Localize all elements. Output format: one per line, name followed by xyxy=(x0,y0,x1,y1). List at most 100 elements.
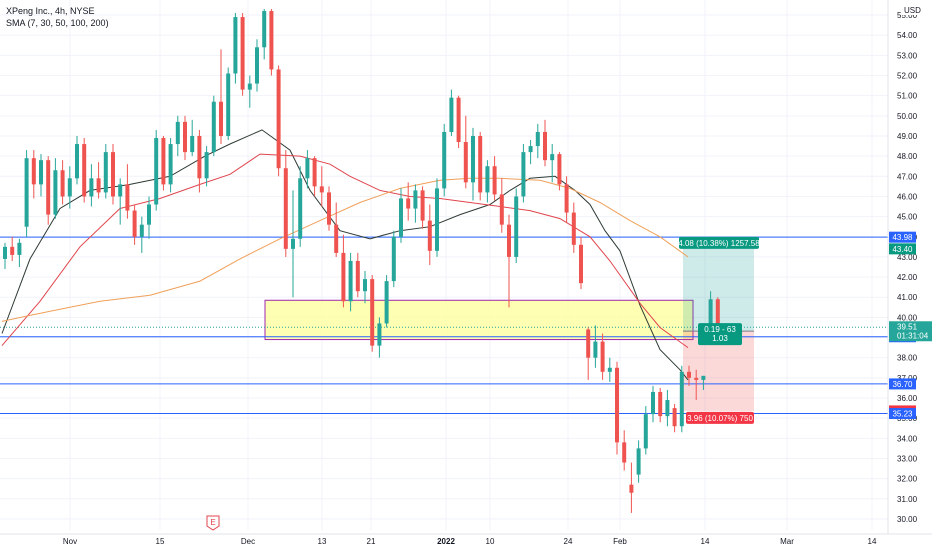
time-axis[interactable]: Nov 15 Dec 13 21 2022 10 24 Feb 14 Mar 14 xyxy=(0,533,932,550)
candle-body xyxy=(161,138,166,185)
time-tick: 21 xyxy=(367,537,376,546)
price-tick: 40.00 xyxy=(897,313,918,322)
candle-body xyxy=(528,146,533,153)
candle-body xyxy=(715,299,720,326)
candle xyxy=(31,150,36,199)
candle xyxy=(442,123,447,197)
price-tick: 43.00 xyxy=(897,253,918,262)
candle xyxy=(370,275,375,352)
candle-body xyxy=(82,144,87,197)
candle xyxy=(255,39,259,92)
price-badge-bg xyxy=(889,243,916,255)
sma-lines xyxy=(1,129,689,381)
candle-body xyxy=(355,260,360,292)
candle-body xyxy=(204,152,209,179)
candle xyxy=(615,361,619,455)
candle xyxy=(168,138,173,193)
candle xyxy=(665,389,670,427)
support-zone[interactable] xyxy=(264,299,694,341)
candle-body xyxy=(39,160,43,185)
time-tick: 14 xyxy=(868,537,877,546)
candle xyxy=(89,164,94,207)
price-axis-bg xyxy=(888,0,932,534)
earnings-marker[interactable]: E xyxy=(206,515,220,531)
last-price-value: 39.51 xyxy=(897,322,918,331)
candle xyxy=(528,140,533,165)
price-tick: 50.00 xyxy=(897,112,918,121)
price-badge: 35.23 xyxy=(892,410,913,419)
symbol-title[interactable]: XPeng Inc., 4h, NYSE xyxy=(6,6,95,16)
candle-body xyxy=(111,152,115,197)
candle xyxy=(406,182,411,221)
price-badge-bg xyxy=(889,408,916,420)
candle xyxy=(672,404,677,433)
candle xyxy=(701,375,706,390)
position-labels: 4.08 (10.38%) 1257.58 0.19 - 631.03 3.96 (… xyxy=(678,236,760,424)
time-tick: 14 xyxy=(701,537,710,546)
candle-body xyxy=(658,391,663,417)
candle-body xyxy=(75,144,79,179)
candle xyxy=(658,387,663,423)
time-tick: 10 xyxy=(486,537,495,546)
price-badge: 36.70 xyxy=(892,380,913,389)
candle-body xyxy=(175,121,180,145)
candle xyxy=(103,144,108,199)
candle xyxy=(139,216,144,253)
candle xyxy=(334,202,339,257)
time-tick: Mar xyxy=(780,537,794,546)
candle xyxy=(348,252,353,312)
candle xyxy=(543,119,547,167)
candle xyxy=(456,95,461,149)
price-tick: 45.00 xyxy=(897,213,918,222)
candle-body xyxy=(147,204,151,225)
currency-label[interactable]: USD xyxy=(902,6,923,15)
candle-body xyxy=(319,186,324,193)
candle xyxy=(39,154,43,197)
candle-body xyxy=(665,400,670,417)
time-tick: Feb xyxy=(613,537,627,546)
candle-body xyxy=(399,198,403,237)
candle-body xyxy=(255,47,259,84)
entry-label-2: 1.03 xyxy=(712,334,728,343)
candle xyxy=(384,275,389,328)
candle-body xyxy=(643,414,648,449)
candle xyxy=(557,152,562,191)
candle-body xyxy=(283,168,288,249)
candle-body xyxy=(363,279,367,292)
candle xyxy=(283,150,288,257)
candle-body xyxy=(46,160,51,215)
candle-body xyxy=(60,170,65,197)
indicator-label[interactable]: SMA (7, 30, 50, 100, 200) xyxy=(6,18,109,28)
price-tick: 31.00 xyxy=(897,495,918,504)
price-tick: 30.00 xyxy=(897,515,918,524)
candle xyxy=(10,236,15,261)
candle xyxy=(190,119,195,157)
price-tick: 55.00 xyxy=(897,11,918,20)
candle-body xyxy=(298,178,303,239)
candle-body xyxy=(708,299,713,332)
candle-body xyxy=(499,194,504,225)
candle-body xyxy=(521,152,526,197)
candle-body xyxy=(348,260,353,302)
candle-body xyxy=(607,367,612,372)
price-tick: 32.00 xyxy=(897,475,918,484)
candle-body xyxy=(118,184,123,197)
candle-body xyxy=(312,158,317,187)
candle-body xyxy=(3,246,7,259)
candle xyxy=(197,129,202,193)
candle-body xyxy=(485,166,490,193)
candle-body xyxy=(341,252,346,302)
candle-body xyxy=(478,135,483,193)
candle-body xyxy=(384,281,389,324)
candle xyxy=(579,236,583,290)
candle-body xyxy=(197,135,202,179)
last-price-badge-bg xyxy=(889,321,932,342)
price-axis[interactable]: 55.00 54.00 53.00 52.00 51.00 50.00 49.00 48.00… xyxy=(887,0,932,534)
candle xyxy=(492,156,497,201)
candle xyxy=(679,365,684,433)
candle-body xyxy=(247,83,252,90)
candle-body xyxy=(571,212,576,245)
candle-body xyxy=(593,341,598,358)
candle-body xyxy=(334,224,339,253)
